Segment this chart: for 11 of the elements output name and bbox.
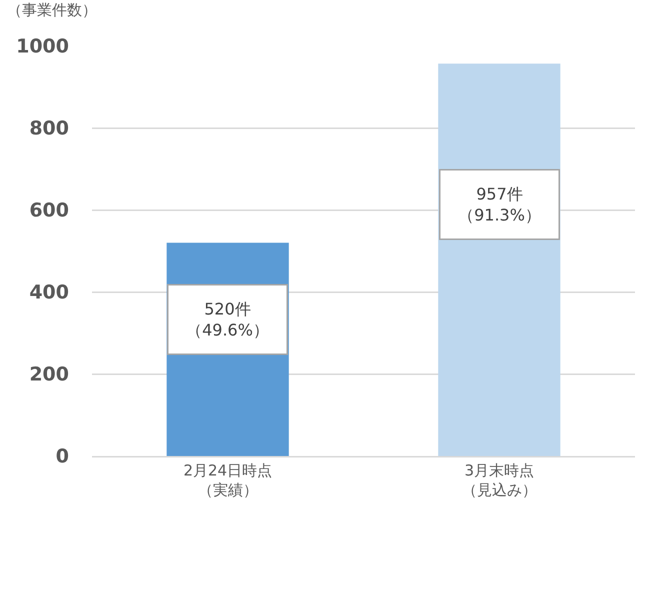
data-label: 520件（49.6%） (186, 300, 269, 340)
y-tick-label: 800 (29, 118, 69, 140)
data-label: 957件（91.3%） (458, 184, 541, 224)
y-tick-label: 600 (29, 200, 69, 222)
y-axis-title: （事業件数） (7, 1, 97, 19)
x-tick-label: 2月24日時点（実績） (183, 462, 272, 499)
y-tick-label: 400 (29, 282, 69, 304)
y-tick-label: 0 (56, 446, 69, 468)
y-tick-label: 200 (29, 364, 69, 386)
y-tick-label: 1000 (16, 36, 69, 58)
x-tick-label: 3月末時点（見込み） (462, 462, 537, 499)
